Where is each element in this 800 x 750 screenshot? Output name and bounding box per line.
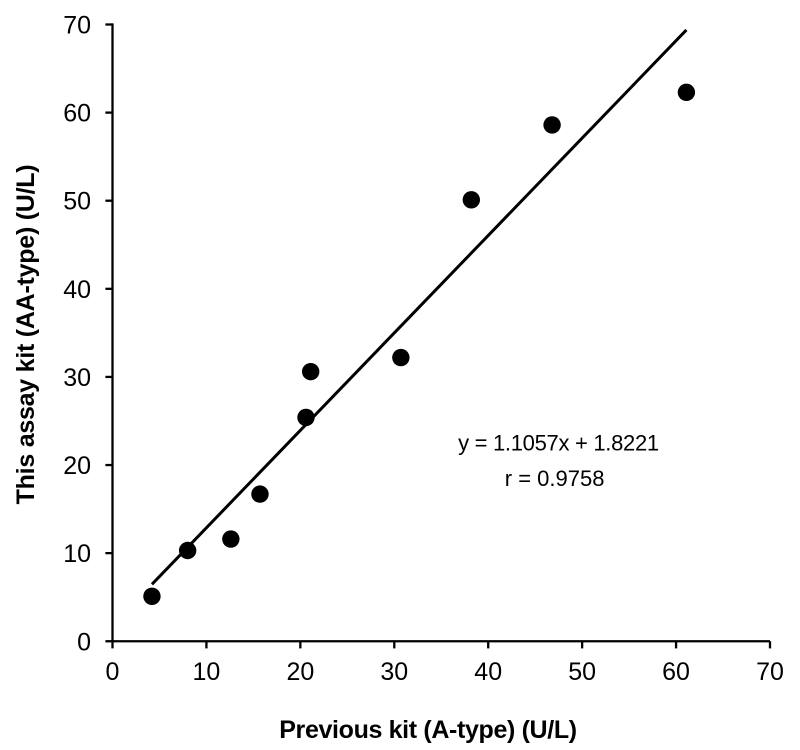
svg-text:y = 1.1057x + 1.8221: y = 1.1057x + 1.8221 <box>458 431 659 456</box>
svg-text:20: 20 <box>63 452 91 480</box>
svg-text:40: 40 <box>63 276 91 304</box>
svg-text:50: 50 <box>568 658 596 686</box>
svg-text:0: 0 <box>77 628 91 656</box>
svg-text:70: 70 <box>756 658 784 686</box>
svg-text:10: 10 <box>63 540 91 568</box>
svg-text:r = 0.9758: r = 0.9758 <box>505 466 605 491</box>
svg-text:40: 40 <box>474 658 502 686</box>
svg-text:30: 30 <box>380 658 408 686</box>
svg-text:50: 50 <box>63 188 91 216</box>
svg-text:This assay kit (AA-type) (U/L): This assay kit (AA-type) (U/L) <box>12 165 40 505</box>
svg-text:30: 30 <box>63 364 91 392</box>
svg-text:20: 20 <box>286 658 314 686</box>
svg-text:10: 10 <box>193 658 221 686</box>
svg-text:70: 70 <box>63 12 91 40</box>
svg-text:Previous kit (A-type) (U/L): Previous kit (A-type) (U/L) <box>279 716 577 744</box>
svg-text:0: 0 <box>106 658 120 686</box>
svg-text:60: 60 <box>63 100 91 128</box>
svg-text:60: 60 <box>662 658 690 686</box>
